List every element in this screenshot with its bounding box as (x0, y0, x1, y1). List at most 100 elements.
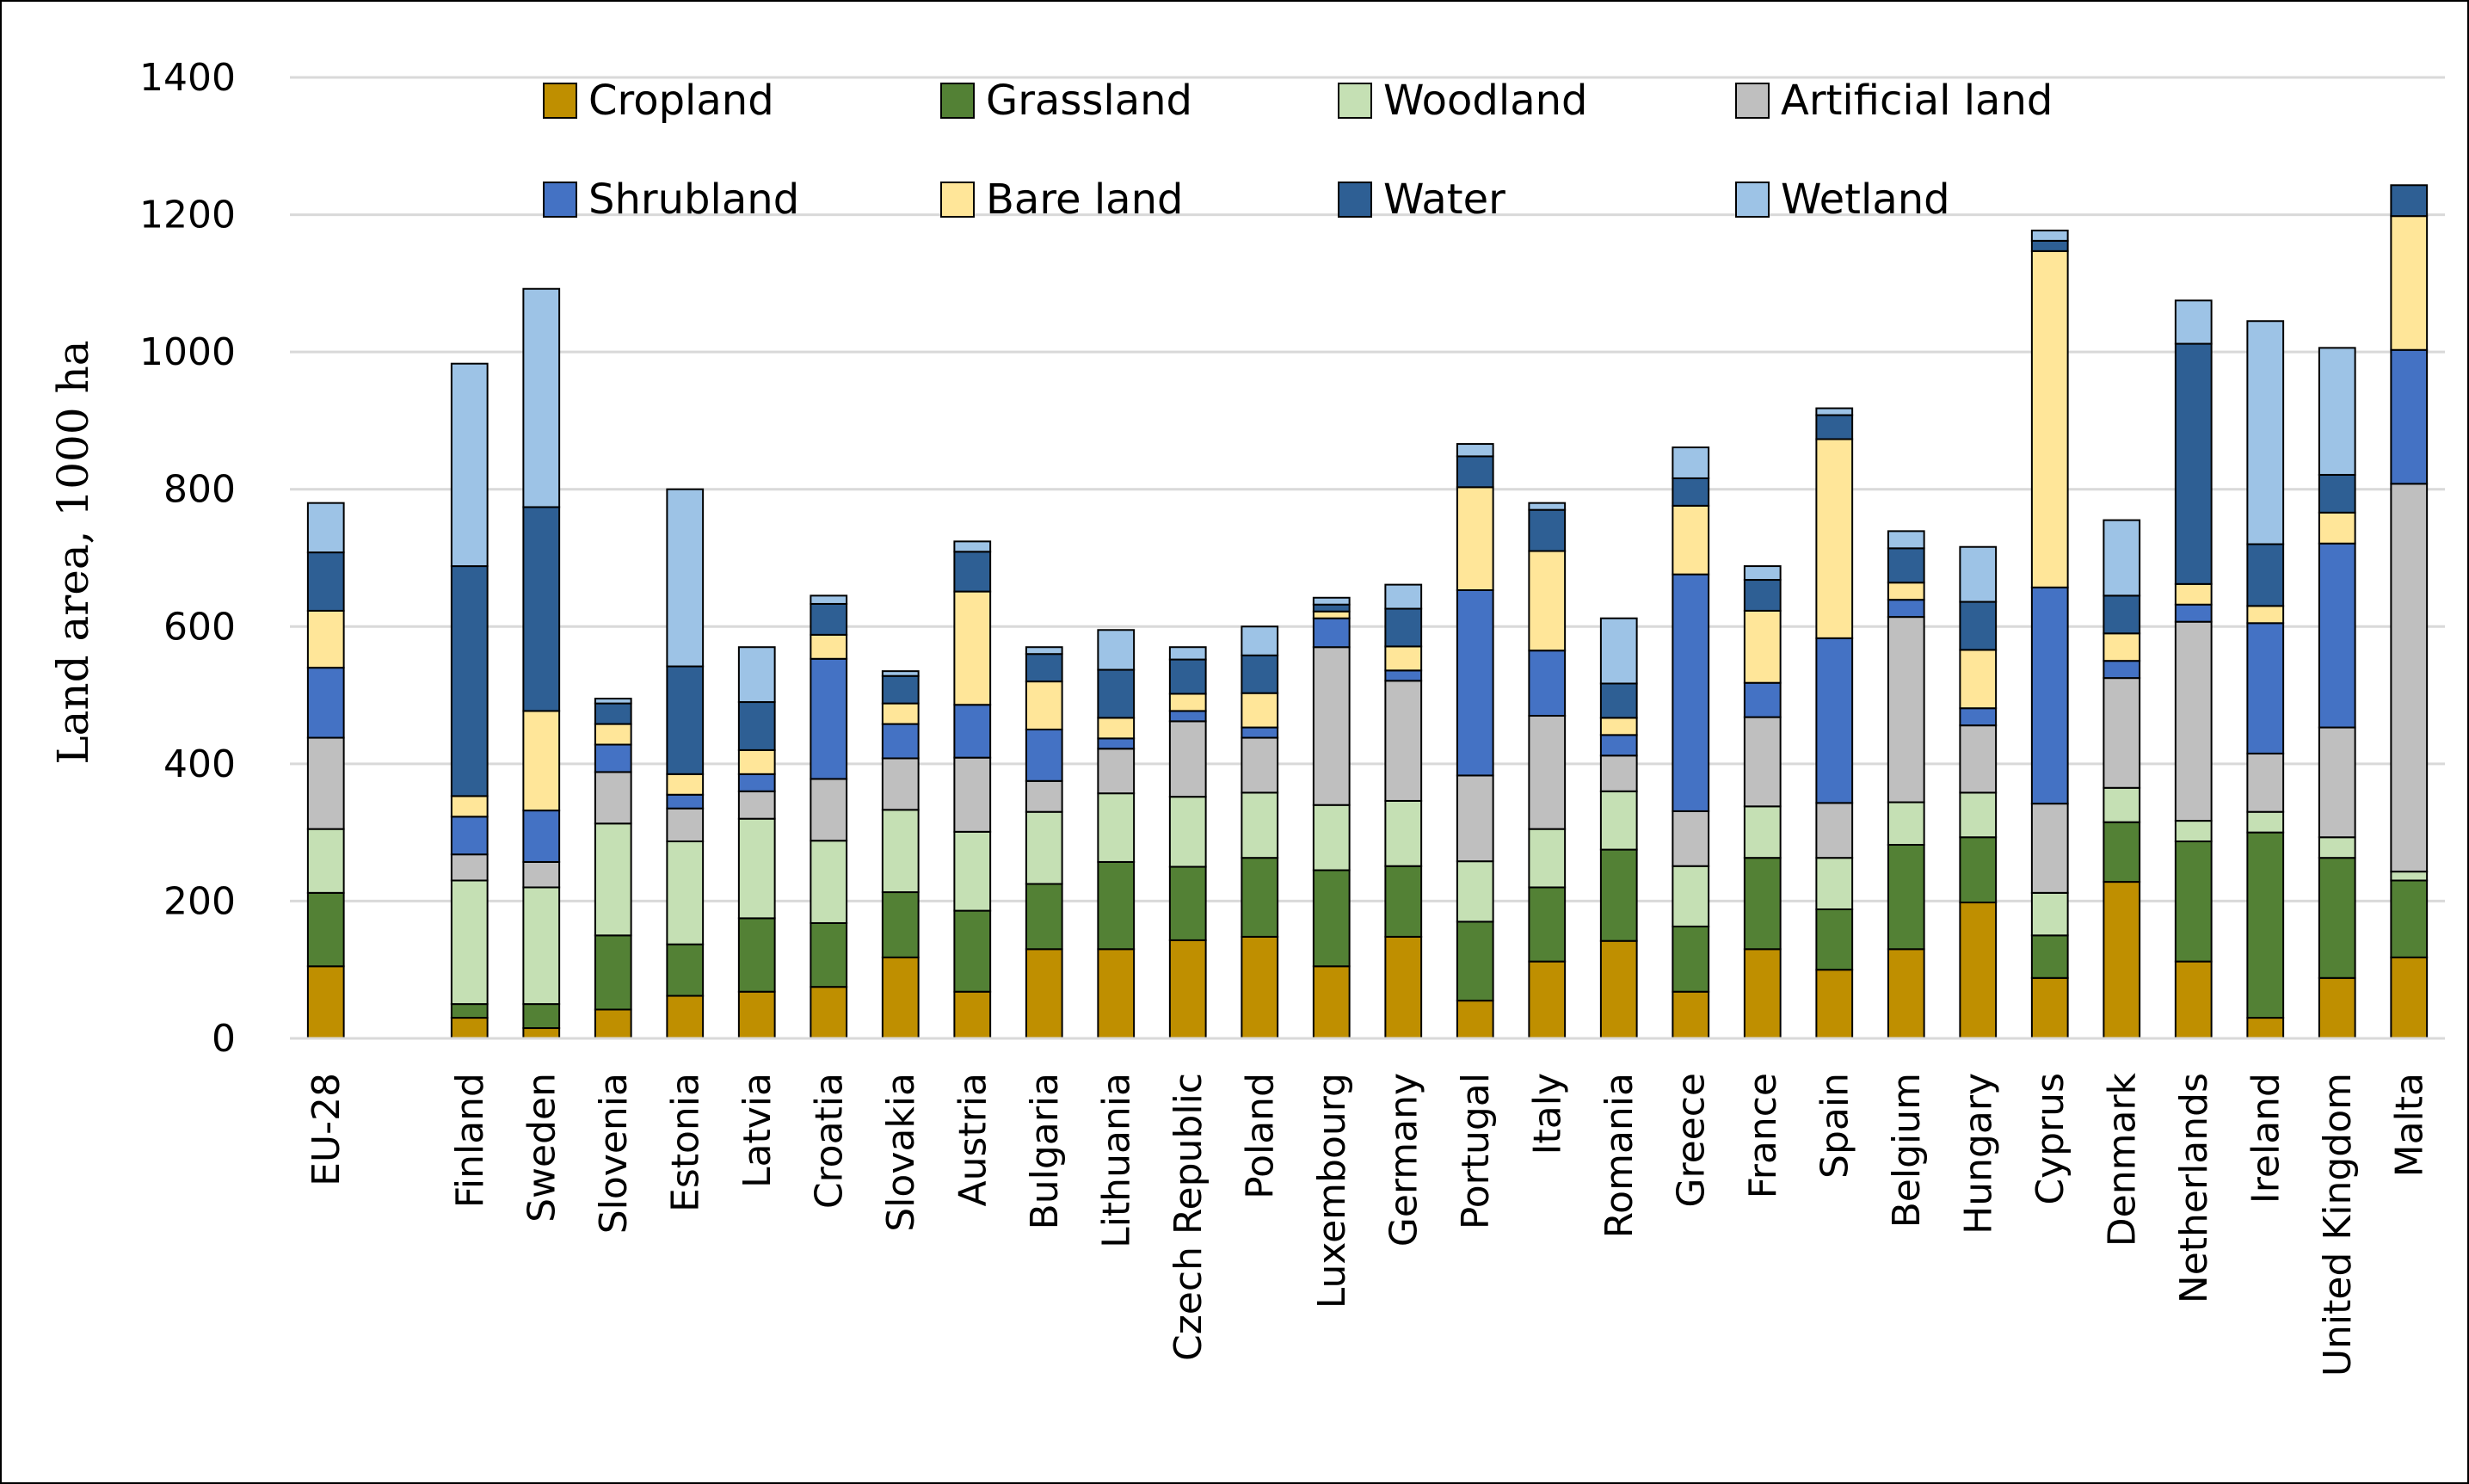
bar-cropland (953, 990, 992, 1040)
bar-water (2318, 473, 2356, 514)
bar-artificial-land (1384, 680, 1423, 802)
category-labels: EU-28 Finland Sweden Slovenia Estonia Latvia C… (305, 1072, 2432, 1376)
bar-shrubland (1456, 588, 1494, 777)
bar-grassland (810, 921, 848, 988)
bar-cropland (810, 986, 848, 1040)
bar-woodland (953, 830, 992, 912)
bar-cropland (2103, 881, 2141, 1039)
y-tick-label: 1000 (139, 330, 236, 374)
bar-water (1959, 600, 1998, 651)
bar-artificial-land (2246, 752, 2285, 813)
bar-water (810, 602, 848, 636)
x-tick-label: Estonia (663, 1073, 707, 1212)
bar-wetland (1672, 446, 1710, 479)
bar-water (450, 565, 489, 797)
bar-artificial-land (1168, 720, 1207, 798)
bar-cropland (1384, 935, 1423, 1039)
bar-cropland (666, 994, 705, 1039)
bar-water (1599, 682, 1638, 719)
bar-grassland (1743, 857, 1782, 951)
bar-bare-land (2103, 632, 2141, 662)
legend-label: Cropland (588, 77, 774, 125)
bar-shrubland (810, 657, 848, 780)
bar-artificial-land (1312, 646, 1351, 806)
bar-artificial-land (881, 757, 920, 811)
bar-water (594, 702, 632, 725)
bar-water (881, 674, 920, 705)
legend-swatch (1338, 182, 1372, 218)
bar-bare-land (1456, 486, 1494, 591)
bar-artificial-land (1672, 810, 1710, 867)
bar-bare-land (1672, 504, 1710, 576)
bar-woodland (594, 822, 632, 937)
bar-artificial-land (2030, 803, 2069, 894)
bar-grassland (666, 943, 705, 997)
bar-artificial-land (1025, 779, 1063, 813)
bar-water (306, 551, 345, 612)
bar-cropland (1672, 990, 1710, 1040)
bar-grassland (1168, 865, 1207, 941)
x-tick-label: Germany (1382, 1073, 1425, 1247)
bar-cropland (1097, 948, 1136, 1039)
bar-water (1241, 654, 1279, 694)
bar-bare-land (2318, 511, 2356, 545)
x-tick-label: Luxembourg (1310, 1073, 1354, 1309)
bar-cropland (1599, 939, 1638, 1040)
bar-cropland (306, 965, 345, 1039)
x-tick-label: Austria (951, 1073, 994, 1206)
x-tick-label: Sweden (520, 1073, 563, 1222)
bar-bare-land (1815, 438, 1854, 639)
bar-grassland (881, 891, 920, 958)
bar-artificial-land (2103, 677, 2141, 789)
bar-grassland (1815, 908, 1854, 971)
bar-artificial-land (737, 790, 776, 820)
legend-swatch (1735, 182, 1770, 218)
bar-bare-land (1959, 649, 1998, 710)
bar-water (2174, 342, 2213, 585)
y-tick-label: 0 (212, 1017, 236, 1061)
bar-grassland (1672, 925, 1710, 993)
bar-woodland (1815, 857, 1854, 911)
bar-wetland (1241, 625, 1279, 656)
bar-water (1456, 455, 1494, 489)
bar-woodland (306, 828, 345, 894)
bars (306, 184, 2429, 1040)
x-tick-label: Slovakia (879, 1073, 923, 1232)
bar-grassland (2174, 841, 2213, 963)
bar-grassland (1241, 857, 1279, 938)
bar-water (1312, 603, 1351, 613)
bar-woodland (1025, 810, 1063, 885)
bar-wetland (881, 670, 920, 677)
x-tick-label: Greece (1669, 1073, 1713, 1208)
x-tick-label: Netherlands (2172, 1073, 2216, 1303)
x-tick-label: Poland (1238, 1073, 1282, 1199)
bar-wetland (1887, 530, 1925, 550)
bar-artificial-land (1456, 774, 1494, 863)
legend: Cropland Grassland Woodland Artificial land… (543, 77, 2053, 224)
bar-water (1097, 668, 1136, 719)
bar-cropland (2246, 1017, 2285, 1040)
y-tick-label: 400 (163, 742, 236, 786)
x-tick-label: EU-28 (305, 1073, 348, 1186)
bar-water (1384, 607, 1423, 648)
bar-grassland (1528, 886, 1567, 963)
bar-wetland (522, 287, 561, 508)
bar-shrubland (1097, 737, 1136, 750)
bar-artificial-land (1815, 802, 1854, 859)
bar-shrubland (2103, 660, 2141, 680)
bar-wetland (2174, 299, 2213, 345)
x-tick-label: United Kingdom (2316, 1073, 2360, 1376)
bar-bare-land (450, 795, 489, 818)
bar-cropland (1312, 965, 1351, 1039)
legend-swatch (940, 182, 975, 218)
legend-swatch (543, 182, 577, 218)
bar-bare-land (522, 710, 561, 812)
bar-cropland (2030, 976, 2069, 1039)
legend-label: Grassland (986, 77, 1192, 125)
x-tick-label: Slovenia (592, 1073, 636, 1234)
bar-wetland (1025, 646, 1063, 656)
legend-swatch (940, 83, 975, 119)
bar-wetland (1312, 596, 1351, 606)
bar-woodland (2030, 891, 2069, 937)
